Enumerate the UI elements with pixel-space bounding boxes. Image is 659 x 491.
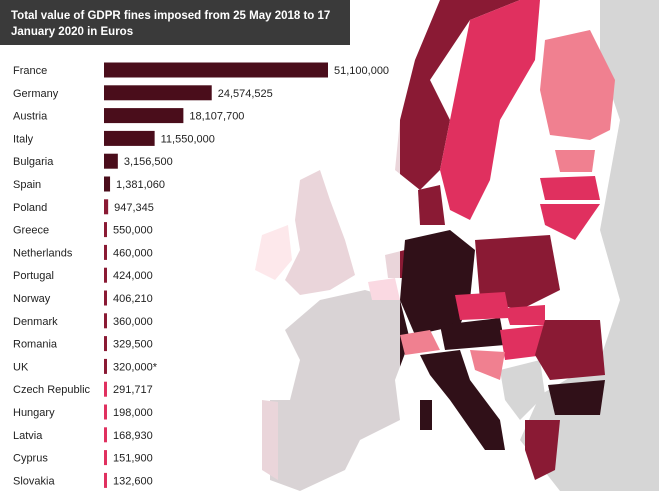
country-estonia: [555, 150, 595, 172]
category-label: Czech Republic: [13, 384, 91, 396]
bar: [104, 358, 107, 374]
category-label: Greece: [13, 225, 49, 237]
bar: [104, 176, 111, 192]
country-denmark: [418, 185, 445, 225]
category-label: UK: [13, 361, 29, 373]
country-russia-area: [520, 0, 659, 491]
country-bulgaria: [548, 380, 605, 415]
category-label: Portugal: [13, 270, 54, 282]
bar: [104, 85, 212, 101]
country-croatia: [470, 350, 505, 380]
title-band: [0, 0, 350, 45]
country-germany: [400, 230, 475, 335]
bar: [104, 62, 328, 78]
category-label: Slovakia: [13, 475, 55, 487]
data-label: 198,000: [113, 407, 153, 419]
country-balkans-grey: [500, 360, 545, 420]
bar: [104, 404, 107, 420]
category-label: Italy: [13, 133, 34, 145]
category-label: Poland: [13, 202, 47, 214]
country-hungary: [500, 325, 545, 360]
category-label: Romania: [13, 339, 58, 351]
country-sardinia: [420, 400, 432, 430]
data-label: 947,345: [114, 202, 154, 214]
category-label: Norway: [13, 293, 51, 305]
bar: [104, 244, 107, 260]
data-label: 460,000: [113, 247, 153, 259]
bar: [104, 381, 107, 397]
category-label: Hungary: [13, 407, 55, 419]
country-norway: [395, 0, 520, 190]
country-greece: [525, 420, 560, 480]
category-label: Cyprus: [13, 453, 48, 465]
data-label: 329,500: [113, 339, 153, 351]
category-label: Bulgaria: [13, 156, 54, 168]
data-label: 550,000: [113, 225, 153, 237]
country-czechia: [455, 292, 510, 320]
category-label: Denmark: [13, 316, 58, 328]
data-label: 424,000: [113, 270, 153, 282]
data-label: 51,100,000: [334, 65, 389, 77]
category-label: Austria: [13, 111, 48, 123]
country-switzerland: [400, 330, 440, 355]
country-poland: [475, 235, 560, 310]
category-label: Netherlands: [13, 247, 73, 259]
country-sweden: [440, 0, 540, 220]
data-label: 18,107,700: [189, 111, 244, 123]
bar: [104, 472, 107, 488]
bar: [104, 130, 155, 146]
category-label: Germany: [13, 88, 59, 100]
country-austria: [440, 318, 505, 350]
data-label: 11,550,000: [161, 133, 215, 145]
bar: [104, 222, 107, 238]
bar: [104, 290, 107, 306]
data-label: 132,600: [113, 475, 153, 487]
country-italy: [420, 350, 505, 450]
bar: [104, 313, 107, 329]
country-lithuania: [540, 204, 600, 240]
category-label: Latvia: [13, 430, 43, 442]
data-label: 3,156,500: [124, 156, 173, 168]
country-latvia: [540, 176, 600, 200]
data-label: 24,574,525: [218, 88, 273, 100]
country-romania: [535, 320, 605, 380]
bar: [104, 336, 107, 352]
data-label: 151,900: [113, 453, 153, 465]
country-finland: [540, 30, 615, 140]
category-label: France: [13, 65, 47, 77]
bar: [104, 108, 184, 124]
data-label: 360,000: [113, 316, 153, 328]
bar: [104, 267, 107, 283]
category-label: Spain: [13, 179, 41, 191]
data-label: 291,717: [113, 384, 153, 396]
bar: [104, 450, 107, 466]
data-label: 1,381,060: [116, 179, 165, 191]
country-slovakia: [505, 305, 545, 325]
data-label: 320,000*: [113, 361, 158, 373]
data-label: 406,210: [113, 293, 153, 305]
bar: [104, 153, 118, 169]
bar: [104, 199, 109, 215]
bar-panel: [0, 55, 400, 491]
chart-title: Total value of GDPR fines imposed from 2…: [11, 10, 331, 38]
bar: [104, 427, 107, 443]
data-label: 168,930: [113, 430, 153, 442]
